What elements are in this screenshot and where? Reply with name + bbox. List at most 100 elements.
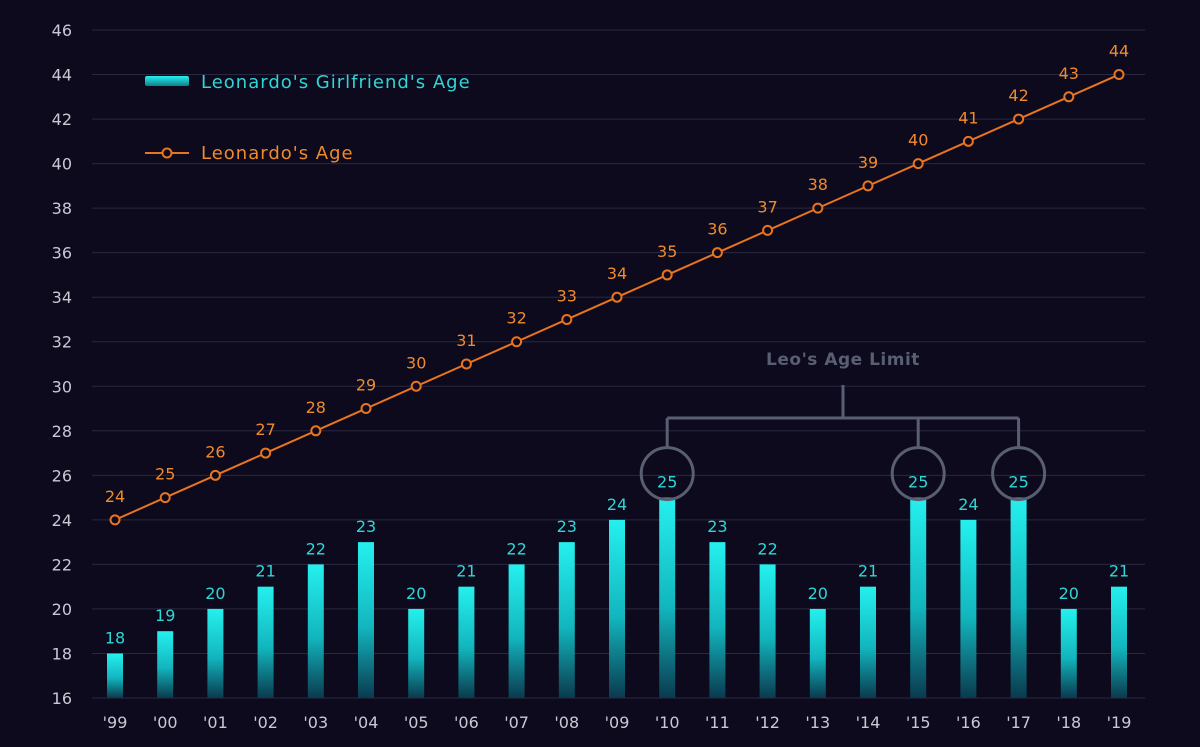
bar: [910, 497, 927, 698]
x-tick-label: '14: [856, 713, 881, 732]
bar: [207, 608, 224, 698]
bar-value-label: 22: [306, 539, 326, 558]
y-tick-label: 20: [52, 600, 72, 619]
bar-value-label: 20: [808, 584, 828, 603]
bar-value-label: 21: [456, 562, 476, 581]
bar-value-label: 23: [557, 517, 577, 536]
x-tick-label: '03: [303, 713, 328, 732]
line-value-label: 24: [105, 487, 125, 506]
age-limit-annotation: Leo's Age Limit: [639, 350, 1047, 502]
bar-value-label: 18: [105, 628, 125, 647]
y-tick-label: 28: [52, 422, 72, 441]
x-tick-label: '17: [1006, 713, 1031, 732]
bar: [860, 586, 876, 698]
bar: [408, 608, 425, 698]
x-tick-label: '18: [1056, 713, 1081, 732]
bar-value-label: 20: [205, 584, 225, 603]
line-point: [862, 180, 874, 192]
bar-value-label: 25: [1008, 473, 1028, 492]
y-tick-label: 42: [52, 110, 72, 129]
x-tick-label: '00: [153, 713, 178, 732]
line-value-label: 44: [1109, 42, 1129, 61]
x-axis: '99 '00 '01 '02 '03 '04 '05 '06 '07 '08 '09 '10 '11 '…: [103, 713, 1132, 732]
line-value-label: 34: [607, 264, 627, 283]
y-tick-label: 46: [52, 21, 72, 40]
x-tick-label: '15: [906, 713, 931, 732]
line-point: [310, 425, 322, 437]
line-value-label: 39: [858, 153, 878, 172]
line-value-label: 43: [1059, 64, 1079, 83]
line-value-label: 30: [406, 353, 426, 372]
line-value-label: 26: [205, 442, 225, 461]
x-tick-label: '11: [705, 713, 730, 732]
y-tick-label: 32: [52, 333, 72, 352]
line-point: [511, 336, 523, 348]
x-tick-label: '01: [203, 713, 228, 732]
line-value-label: 25: [155, 465, 175, 484]
line-value-label: 40: [908, 131, 928, 150]
line-point: [611, 291, 623, 303]
line-value-label: 36: [707, 220, 727, 239]
line-point: [561, 313, 573, 325]
line-value-label: 41: [958, 108, 978, 127]
x-tick-label: '05: [404, 713, 429, 732]
x-tick-label: '99: [103, 713, 128, 732]
annotation-label: Leo's Age Limit: [766, 350, 920, 370]
line-point: [1063, 91, 1075, 103]
line-point: [209, 469, 221, 481]
y-tick-label: 22: [52, 555, 72, 574]
line-point: [912, 158, 924, 170]
bar-value-label: 23: [707, 517, 727, 536]
y-tick-label: 44: [52, 66, 72, 85]
bar: [558, 542, 575, 698]
legend-bar-swatch: [145, 76, 189, 86]
bar: [157, 631, 174, 698]
y-tick-label: 16: [52, 689, 72, 708]
bar: [1010, 497, 1027, 698]
bar: [609, 519, 625, 698]
x-tick-label: '02: [253, 713, 278, 732]
line-point: [159, 492, 171, 504]
highlight-circle: [639, 446, 695, 502]
bar-series: 18 19 20 21 22 23 20 21 22 23 24 25 23 22 20 21 25 24 25 20…: [105, 473, 1129, 698]
bar: [1060, 608, 1077, 698]
line-point: [460, 358, 472, 370]
bar: [1111, 586, 1127, 698]
line-point: [109, 514, 121, 526]
bar: [759, 564, 776, 698]
line-point: [410, 380, 422, 392]
legend-line-marker: [161, 147, 173, 159]
bar-value-label: 22: [506, 539, 526, 558]
bar-value-label: 20: [1059, 584, 1079, 603]
line-point: [260, 447, 272, 459]
x-tick-label: '06: [454, 713, 479, 732]
x-tick-label: '07: [504, 713, 529, 732]
bar: [358, 542, 374, 698]
y-tick-label: 36: [52, 244, 72, 263]
bar-value-label: 21: [1109, 562, 1129, 581]
bar: [508, 564, 525, 698]
line-point: [711, 247, 723, 259]
y-tick-label: 38: [52, 199, 72, 218]
bar-value-label: 24: [607, 495, 627, 514]
y-tick-label: 26: [52, 466, 72, 485]
bar-value-label: 25: [908, 473, 928, 492]
x-tick-label: '08: [554, 713, 579, 732]
bar-value-label: 21: [858, 562, 878, 581]
line-point: [962, 135, 974, 147]
line-value-label: 37: [757, 197, 777, 216]
line-value-label: 32: [506, 309, 526, 328]
line-value-label: 35: [657, 242, 677, 261]
bar: [307, 564, 324, 698]
bar: [960, 519, 977, 698]
bar: [709, 542, 726, 698]
highlight-circle: [991, 446, 1047, 502]
line-value-label: 31: [456, 331, 476, 350]
bar: [809, 608, 826, 698]
y-tick-label: 40: [52, 155, 72, 174]
line-point: [1113, 69, 1125, 81]
bar-value-label: 25: [657, 473, 677, 492]
x-tick-label: '16: [956, 713, 981, 732]
